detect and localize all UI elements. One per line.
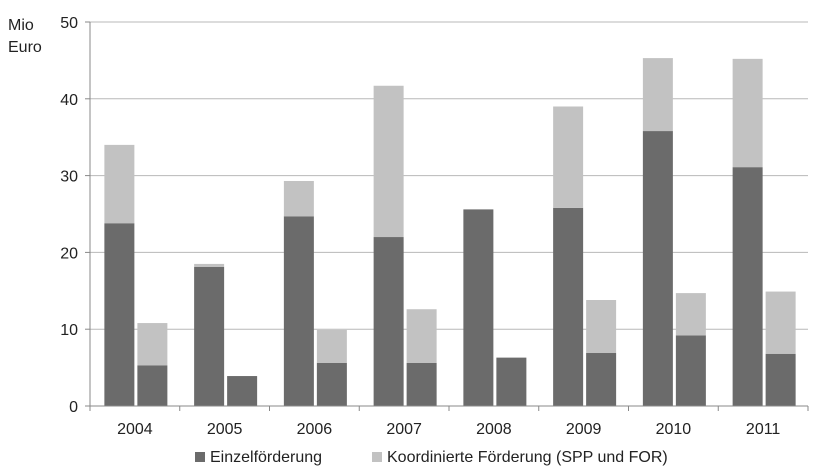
bar-2009-group1-einzelfoerderung [553,207,584,406]
y-axis-label-line1: Mio [8,17,34,34]
bar-2007-group2-koordinierte-foerderung-spp-und-for [406,309,437,363]
bar-2006-group1-koordinierte-foerderung-spp-und-for [283,180,314,217]
bar-2011-group2-einzelfoerderung [765,353,796,406]
bars [104,58,796,406]
x-tick-label-2005: 2005 [207,421,243,438]
bar-2006-group1-einzelfoerderung [283,216,314,406]
bar-2010-group2-einzelfoerderung [675,335,706,406]
bar-2011-group1-koordinierte-foerderung-spp-und-for [732,58,763,168]
bar-2005-group1-einzelfoerderung [194,266,225,406]
bar-2004-group1-koordinierte-foerderung-spp-und-for [104,144,135,224]
x-tick-label-2007: 2007 [386,421,422,438]
y-tick-label-0: 0 [69,399,78,416]
bar-2011-group1-einzelfoerderung [732,167,763,406]
y-tick-label-30: 30 [60,169,78,186]
y-tick-label-50: 50 [60,15,78,32]
x-tick-label-2011: 2011 [746,421,781,438]
bar-2006-group2-einzelfoerderung [316,362,347,406]
y-tick-label-10: 10 [60,322,78,339]
legend-swatch-einzelfoerderung [195,452,205,462]
y-tick-label-40: 40 [60,92,78,109]
y-tick-label-20: 20 [60,245,78,262]
bar-2008-group2-einzelfoerderung [496,357,527,406]
bar-2006-group2-koordinierte-foerderung-spp-und-for [316,329,347,363]
bar-2007-group1-koordinierte-foerderung-spp-und-for [373,85,404,238]
bar-2005-group1-koordinierte-foerderung-spp-und-for [194,263,225,267]
bar-2009-group2-einzelfoerderung [586,353,617,406]
bar-2011-group2-koordinierte-foerderung-spp-und-for [765,291,796,354]
bar-2009-group2-koordinierte-foerderung-spp-und-for [586,300,617,354]
bar-2010-group2-koordinierte-foerderung-spp-und-for [675,293,706,336]
bar-2007-group1-einzelfoerderung [373,237,404,406]
bar-2008-group1-einzelfoerderung [463,209,494,406]
bar-2004-group2-koordinierte-foerderung-spp-und-for [137,323,168,366]
bar-2007-group2-einzelfoerderung [406,362,437,406]
legend-label-einzelfoerderung: Einzelförderung [210,449,322,466]
x-tick-label-2004: 2004 [117,421,153,438]
y-tick-labels: 0 10 20 30 40 50 [60,15,90,416]
bar-2010-group1-koordinierte-foerderung-spp-und-for [642,58,673,132]
bar-2004-group1-einzelfoerderung [104,223,135,406]
bar-2005-group2-einzelfoerderung [227,376,258,406]
bar-2009-group1-koordinierte-foerderung-spp-und-for [553,106,584,208]
bar-2010-group1-einzelfoerderung [642,131,673,406]
bar-2004-group2-einzelfoerderung [137,365,168,406]
x-tick-label-2008: 2008 [476,421,512,438]
legend: Einzelförderung Koordinierte Förderung (… [195,449,668,466]
x-tick-label-2006: 2006 [297,421,333,438]
legend-label-koordinierte-foerderung: Koordinierte Förderung (SPP und FOR) [387,449,668,466]
x-tick-label-2010: 2010 [656,421,692,438]
x-tick-labels: 2004 2005 2006 2007 2008 2009 2010 2011 [89,406,809,438]
x-tick-label-2009: 2009 [566,421,602,438]
y-axis-label-line2: Euro [8,39,42,56]
legend-swatch-koordinierte-foerderung [372,452,382,462]
